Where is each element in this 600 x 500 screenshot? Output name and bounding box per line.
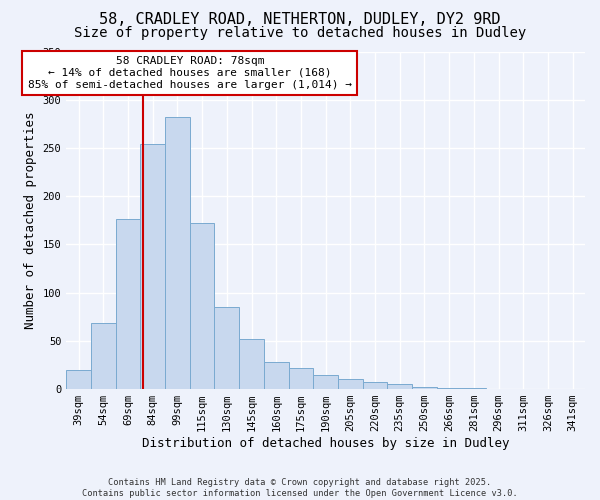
Bar <box>461 388 486 389</box>
Text: 58, CRADLEY ROAD, NETHERTON, DUDLEY, DY2 9RD: 58, CRADLEY ROAD, NETHERTON, DUDLEY, DY2… <box>99 12 501 28</box>
Bar <box>190 223 214 389</box>
Bar <box>412 387 437 389</box>
Bar <box>239 339 264 389</box>
Bar <box>140 144 165 389</box>
Bar <box>66 370 91 389</box>
Bar <box>91 324 116 389</box>
Text: Contains HM Land Registry data © Crown copyright and database right 2025.
Contai: Contains HM Land Registry data © Crown c… <box>82 478 518 498</box>
Bar <box>388 384 412 389</box>
Bar <box>338 380 362 389</box>
Bar <box>289 368 313 389</box>
Bar <box>116 220 140 389</box>
X-axis label: Distribution of detached houses by size in Dudley: Distribution of detached houses by size … <box>142 437 509 450</box>
Bar <box>313 374 338 389</box>
Bar <box>437 388 461 389</box>
Bar <box>214 307 239 389</box>
Y-axis label: Number of detached properties: Number of detached properties <box>24 112 37 329</box>
Text: Size of property relative to detached houses in Dudley: Size of property relative to detached ho… <box>74 26 526 40</box>
Text: 58 CRADLEY ROAD: 78sqm
← 14% of detached houses are smaller (168)
85% of semi-de: 58 CRADLEY ROAD: 78sqm ← 14% of detached… <box>28 56 352 90</box>
Bar <box>362 382 388 389</box>
Bar <box>165 117 190 389</box>
Bar <box>264 362 289 389</box>
